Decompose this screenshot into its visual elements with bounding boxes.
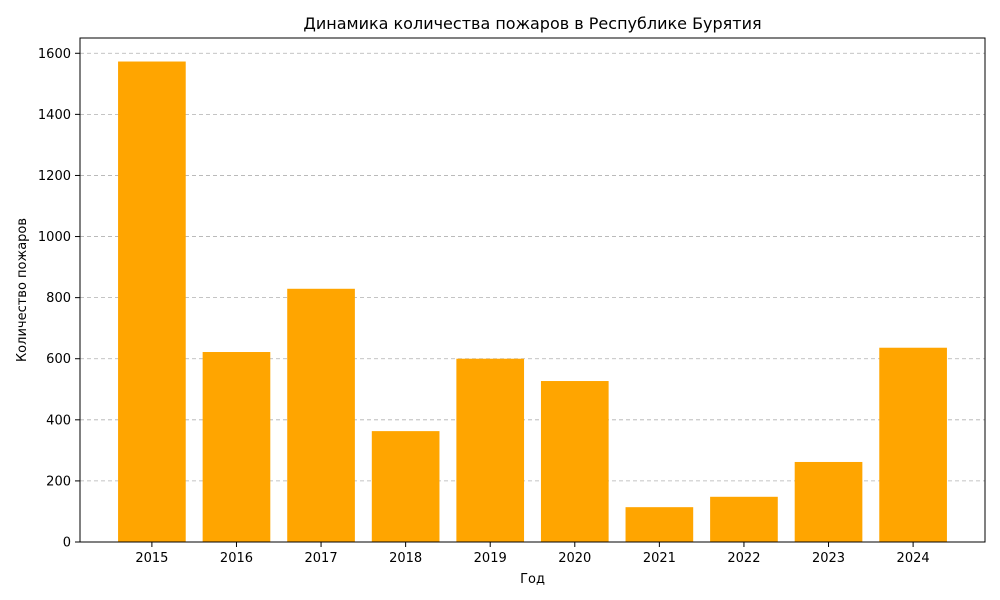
bar-2019 xyxy=(456,358,525,542)
y-tick-label: 1200 xyxy=(38,169,71,184)
x-tick-label: 2016 xyxy=(220,551,253,566)
x-tick-label: 2017 xyxy=(305,551,338,566)
y-tick-label: 600 xyxy=(46,352,71,367)
y-axis-label: Количество пожаров xyxy=(15,218,30,362)
y-tick-label: 1600 xyxy=(38,47,71,62)
x-tick-label: 2019 xyxy=(474,551,507,566)
x-axis-ticks: 2015 2016 2017 2018 2019 2020 2021 2022 2023 2024 xyxy=(135,542,930,566)
x-tick-label: 2018 xyxy=(389,551,422,566)
y-axis-ticks: 0 200 400 600 800 1000 1200 1400 1600 xyxy=(38,47,80,551)
x-tick-label: 2015 xyxy=(135,551,168,566)
axes-frame xyxy=(79,37,986,543)
y-tick-label: 400 xyxy=(46,413,71,428)
y-tick-label: 1000 xyxy=(38,230,71,245)
bars xyxy=(118,61,947,543)
y-tick-label: 200 xyxy=(46,474,71,489)
bar-2017 xyxy=(287,288,355,542)
x-tick-label: 2023 xyxy=(812,551,845,566)
bar-2018 xyxy=(371,431,440,542)
bar-2021 xyxy=(625,507,694,542)
bar-2015 xyxy=(118,61,186,543)
y-tick-label: 0 xyxy=(63,536,71,551)
x-tick-label: 2024 xyxy=(897,551,930,566)
x-tick-label: 2022 xyxy=(727,551,760,566)
bar-2016 xyxy=(202,352,271,542)
y-tick-label: 800 xyxy=(46,291,71,306)
y-tick-label: 1400 xyxy=(38,108,71,123)
bar-2020 xyxy=(540,381,609,542)
bar-2023 xyxy=(794,461,863,542)
bar-2024 xyxy=(879,347,947,542)
x-axis-label: Год xyxy=(520,572,545,587)
bar-2022 xyxy=(710,496,778,542)
x-tick-label: 2021 xyxy=(643,551,676,566)
x-tick-label: 2020 xyxy=(558,551,591,566)
chart-title: Динамика количества пожаров в Республике… xyxy=(303,14,761,33)
